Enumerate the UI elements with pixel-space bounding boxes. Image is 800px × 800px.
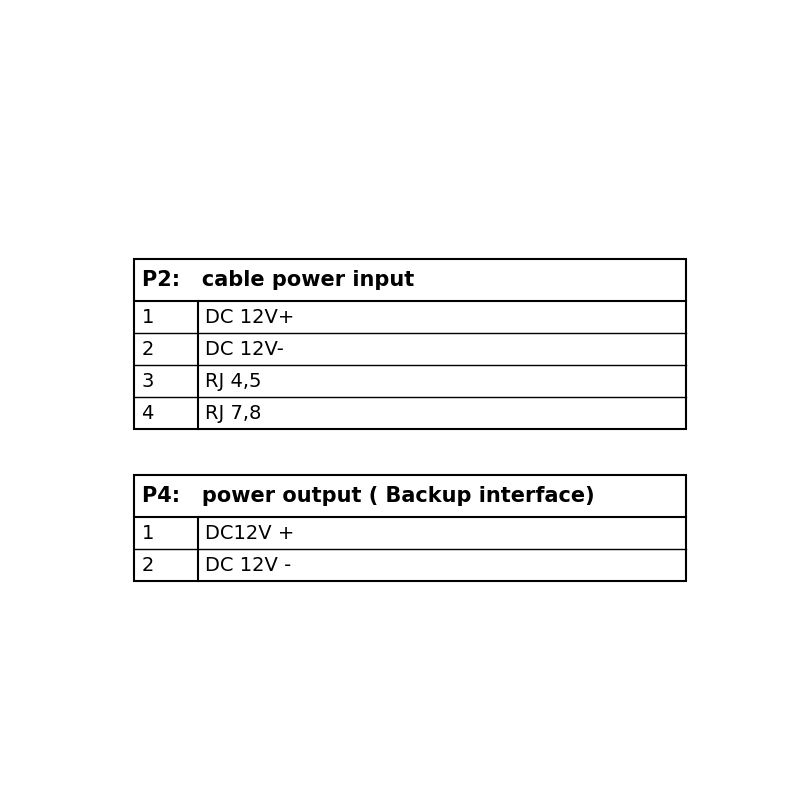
Text: 1: 1 [142, 524, 154, 543]
Text: 1: 1 [142, 308, 154, 326]
Text: 2: 2 [142, 556, 154, 575]
Text: DC12V +: DC12V + [205, 524, 294, 543]
Bar [134, 259, 686, 430]
Text: P4:   power output ( Backup interface): P4: power output ( Backup interface) [142, 486, 594, 506]
Text: RJ 7,8: RJ 7,8 [205, 404, 262, 422]
Text: 3: 3 [142, 372, 154, 390]
Text: 4: 4 [142, 404, 154, 422]
Text: P2:   cable power input: P2: cable power input [142, 270, 414, 290]
Bar [134, 475, 686, 582]
Text: DC 12V+: DC 12V+ [205, 308, 294, 326]
Text: DC 12V -: DC 12V - [205, 556, 291, 575]
Text: RJ 4,5: RJ 4,5 [205, 372, 262, 390]
Text: 2: 2 [142, 340, 154, 358]
Text: DC 12V-: DC 12V- [205, 340, 284, 358]
